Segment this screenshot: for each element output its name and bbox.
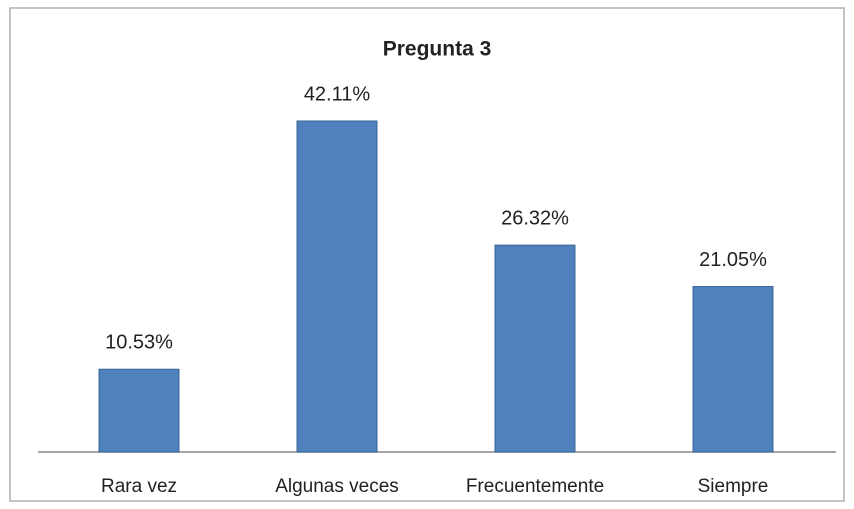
x-tick-label: Rara vez: [101, 476, 177, 497]
x-tick-label: Algunas veces: [275, 476, 399, 497]
bar: [98, 368, 180, 453]
x-tick-label: Siempre: [698, 476, 769, 497]
bar: [494, 244, 576, 453]
chart-title: Pregunta 3: [383, 38, 492, 61]
x-tick-label: Frecuentemente: [466, 476, 604, 497]
bar: [296, 120, 378, 453]
data-label: 21.05%: [699, 249, 767, 271]
bar: [692, 286, 774, 453]
data-label: 10.53%: [105, 332, 173, 354]
data-label: 42.11%: [304, 83, 371, 105]
data-label: 26.32%: [501, 207, 569, 229]
